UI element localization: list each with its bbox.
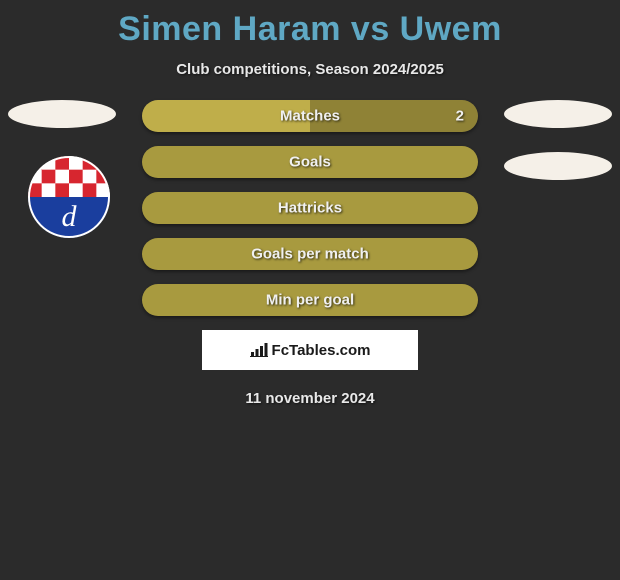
stat-label: Hattricks [142,200,478,217]
stat-bar-matches: Matches 2 [142,100,478,132]
stat-bar-goals: Goals [142,146,478,178]
chart-area: d Matches 2 Goals Hattricks Goals per ma… [0,100,620,407]
stat-bar-goals-per-match: Goals per match [142,238,478,270]
subtitle: Club competitions, Season 2024/2025 [0,61,620,78]
stat-label: Goals [142,154,478,171]
player-oval-right-1 [504,100,612,128]
page-title: Simen Haram vs Uwem [0,0,620,49]
stat-label: Min per goal [142,292,478,309]
date-text: 11 november 2024 [0,390,620,407]
stat-bar-min-per-goal: Min per goal [142,284,478,316]
player-oval-right-2 [504,152,612,180]
bar-chart-icon [250,343,268,357]
brand-box: FcTables.com [202,330,418,370]
brand-text: FcTables.com [272,342,371,359]
svg-text:d: d [62,200,78,233]
stat-bar-hattricks: Hattricks [142,192,478,224]
stat-bars: Matches 2 Goals Hattricks Goals per matc… [142,100,478,316]
stat-value: 2 [456,108,464,125]
club-logo: d [28,156,110,238]
stat-label: Matches [142,108,478,125]
player-oval-left [8,100,116,128]
club-crest-icon: d [28,156,110,238]
stat-label: Goals per match [142,246,478,263]
